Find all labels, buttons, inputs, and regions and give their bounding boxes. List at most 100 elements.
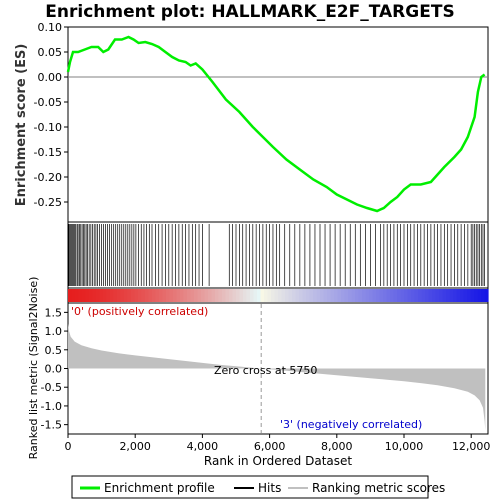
ranking-metric-series	[68, 323, 486, 431]
colorbar-segment	[285, 289, 290, 302]
colorbar-segment	[215, 289, 220, 302]
x-tick-label: 4,000	[187, 440, 219, 453]
colorbar-segment	[85, 289, 90, 302]
colorbar-segment	[379, 289, 384, 302]
colorbar-segment	[225, 289, 230, 302]
colorbar-segment	[99, 289, 104, 302]
es-y-axis: 0.10 0.05 0.00 -0.05 -0.10 -0.15 -0.20 -0.25	[34, 21, 68, 209]
colorbar-segment	[369, 289, 374, 302]
colorbar-segment	[75, 289, 80, 302]
colorbar-segment	[253, 289, 258, 302]
metric-y-tick-label: 0.0	[45, 363, 63, 376]
colorbar-segment	[152, 289, 157, 302]
colorbar-segment	[323, 289, 328, 302]
colorbar-segment	[208, 289, 213, 302]
colorbar-segment	[131, 289, 136, 302]
colorbar-segment	[407, 289, 412, 302]
colorbar-segment	[229, 289, 234, 302]
es-y-tick-label: -0.20	[34, 171, 62, 184]
metric-y-axis-label: Ranked list metric (Signal2Noise)	[27, 277, 40, 460]
colorbar-segment	[271, 289, 276, 302]
hits-series	[68, 224, 485, 286]
colorbar-segment	[295, 289, 300, 302]
colorbar-segment	[180, 289, 185, 302]
colorbar-segment	[481, 289, 486, 302]
colorbar-segment	[89, 289, 94, 302]
colorbar-segment	[187, 289, 192, 302]
colorbar-segment	[141, 289, 146, 302]
colorbar-segment	[250, 289, 255, 302]
enrichment-profile-line	[66, 35, 486, 213]
colorbar-segment	[194, 289, 199, 302]
colorbar-segment	[432, 289, 437, 302]
es-y-tick-label: -0.15	[34, 146, 62, 159]
colorbar-segment	[348, 289, 353, 302]
colorbar-segment	[257, 289, 262, 302]
colorbar-segment	[456, 289, 461, 302]
colorbar-segment	[145, 289, 150, 302]
colorbar-segment	[204, 289, 209, 302]
colorbar-segment	[134, 289, 139, 302]
colorbar-segment	[190, 289, 195, 302]
colorbar-segment	[428, 289, 433, 302]
x-tick-label: 6,000	[254, 440, 286, 453]
colorbar-segment	[302, 289, 307, 302]
es-y-tick-label: -0.05	[34, 96, 62, 109]
colorbar-segment	[477, 289, 482, 302]
colorbar-segment	[313, 289, 318, 302]
colorbar-segment	[78, 289, 83, 302]
colorbar-segment	[162, 289, 167, 302]
colorbar-segment	[218, 289, 223, 302]
colorbar-segment	[404, 289, 409, 302]
metric-y-tick-label: -0.5	[41, 381, 62, 394]
colorbar-segment	[264, 289, 269, 302]
x-axis: 0 2,000 4,000 6,000 8,000 10,000 12,000	[65, 434, 490, 453]
colorbar-segment	[442, 289, 447, 302]
colorbar-segment	[236, 289, 241, 302]
colorbar-segment	[124, 289, 129, 302]
colorbar-segment	[467, 289, 472, 302]
metric-y-tick-label: 1.0	[45, 325, 63, 338]
positive-correlation-label: '0' (positively correlated)	[71, 305, 208, 318]
colorbar-segment	[92, 289, 97, 302]
colorbar-segment	[243, 289, 248, 302]
colorbar-segment	[260, 289, 265, 302]
colorbar-segment	[421, 289, 426, 302]
colorbar-segment	[439, 289, 444, 302]
enrichment-profile-series	[66, 35, 486, 213]
colorbar-segment	[400, 289, 405, 302]
colorbar-segment	[463, 289, 468, 302]
colorbar-segment	[120, 289, 125, 302]
x-tick-label: 8,000	[321, 440, 353, 453]
metric-y-tick-label: -1.0	[41, 400, 62, 413]
colorbar-segment	[334, 289, 339, 302]
chart-title: Enrichment plot: HALLMARK_E2F_TARGETS	[45, 2, 454, 22]
colorbar-segment	[470, 289, 475, 302]
colorbar-segment	[222, 289, 227, 302]
es-y-tick-label: -0.25	[34, 196, 62, 209]
es-y-tick-label: 0.05	[38, 46, 63, 59]
colorbar-segment	[169, 289, 174, 302]
legend-label-enrichment-profile: Enrichment profile	[104, 481, 215, 495]
colorbar-segment	[390, 289, 395, 302]
colorbar-segment	[411, 289, 416, 302]
colorbar-segment	[316, 289, 321, 302]
colorbar-segment	[173, 289, 178, 302]
colorbar-segment	[197, 289, 202, 302]
hits-panel-frame	[67, 221, 489, 289]
colorbar-segment	[166, 289, 171, 302]
colorbar-segment	[148, 289, 153, 302]
colorbar-segment	[327, 289, 332, 302]
ranking-metric-area	[68, 323, 486, 431]
colorbar-segment	[358, 289, 363, 302]
colorbar-segment	[103, 289, 108, 302]
colorbar-segment	[414, 289, 419, 302]
colorbar-segment	[344, 289, 349, 302]
colorbar-segment	[71, 289, 76, 302]
colorbar-segment	[159, 289, 164, 302]
x-axis-label: Rank in Ordered Dataset	[204, 454, 352, 468]
colorbar-segment	[446, 289, 451, 302]
colorbar-segment	[341, 289, 346, 302]
colorbar-segment	[306, 289, 311, 302]
